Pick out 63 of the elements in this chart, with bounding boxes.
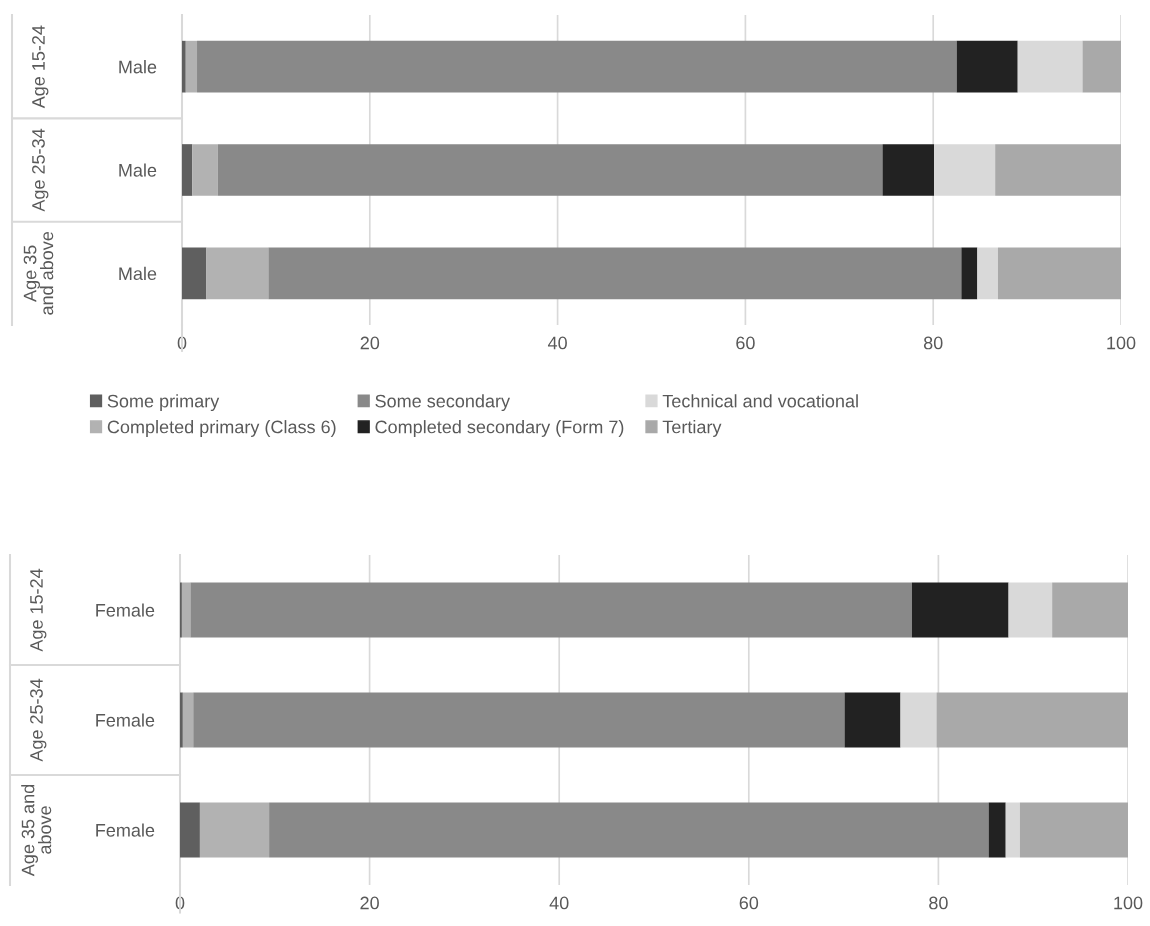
- text: Age 15-24: [32, 25, 49, 109]
- bar: [882, 144, 935, 196]
- y-tick-label: Male: [119, 60, 157, 74]
- bar: [190, 582, 912, 638]
- bar: [936, 692, 1128, 748]
- bar: [192, 144, 218, 196]
- bar: [180, 692, 183, 748]
- x-tick-label: 40: [547, 336, 567, 350]
- bar: [268, 247, 962, 300]
- text: Age 25-34: [30, 678, 47, 762]
- bar: [1005, 802, 1020, 858]
- bar: [193, 692, 845, 748]
- bar: [197, 40, 957, 93]
- bar: [217, 144, 883, 196]
- legend-label: Completed secondary (Form 7): [375, 420, 624, 437]
- bar: [911, 582, 1009, 638]
- x-tick-label: 80: [923, 336, 943, 350]
- y-tick-label: Female: [96, 713, 155, 727]
- bar: [900, 692, 937, 748]
- bar: [1008, 582, 1053, 638]
- y-tick-label: Male: [119, 266, 157, 281]
- bar: [1052, 582, 1128, 638]
- bar: [199, 802, 270, 858]
- bar: [206, 247, 269, 300]
- text: Age 25-34: [32, 128, 49, 212]
- x-tick-label: 80: [929, 896, 948, 910]
- bar: [988, 802, 1006, 858]
- bar: [182, 144, 193, 196]
- legend-label: Some primary: [107, 394, 220, 412]
- bar: [995, 144, 1121, 196]
- y-tick-label: Female: [96, 603, 155, 617]
- text: Age 35 and above: [23, 231, 54, 315]
- bar: [844, 692, 901, 748]
- legend-label: Tertiary: [662, 420, 722, 437]
- bar: [182, 247, 207, 300]
- bar: [269, 802, 989, 858]
- legend-label: Completed primary (Class 6): [107, 420, 336, 437]
- bar: [1082, 40, 1121, 93]
- bar: [934, 144, 996, 196]
- bar: [182, 692, 194, 748]
- bar: [182, 40, 186, 93]
- bar: [1019, 802, 1128, 858]
- bar: [1017, 40, 1083, 93]
- bar: [977, 247, 998, 300]
- x-tick-label: 60: [739, 896, 759, 910]
- legend-label: Technical and vocational: [662, 394, 858, 408]
- bar: [185, 40, 198, 93]
- x-tick-label: 60: [736, 336, 755, 350]
- bar: [180, 802, 200, 858]
- x-tick-label: 40: [549, 896, 569, 910]
- text: Age 35 and above: [21, 784, 52, 877]
- x-tick-label: 100: [1107, 336, 1136, 350]
- x-tick-label: 100: [1114, 896, 1143, 910]
- bar: [956, 40, 1018, 93]
- bar: [961, 247, 978, 300]
- legend-label: Some secondary: [375, 394, 510, 412]
- x-tick-label: 20: [360, 336, 380, 350]
- bar: [181, 582, 191, 638]
- bar: [997, 247, 1121, 300]
- x-tick-label: 20: [360, 896, 379, 910]
- text: Age 15-24: [30, 568, 47, 652]
- y-tick-label: Male: [119, 163, 157, 177]
- y-tick-label: Female: [96, 823, 155, 837]
